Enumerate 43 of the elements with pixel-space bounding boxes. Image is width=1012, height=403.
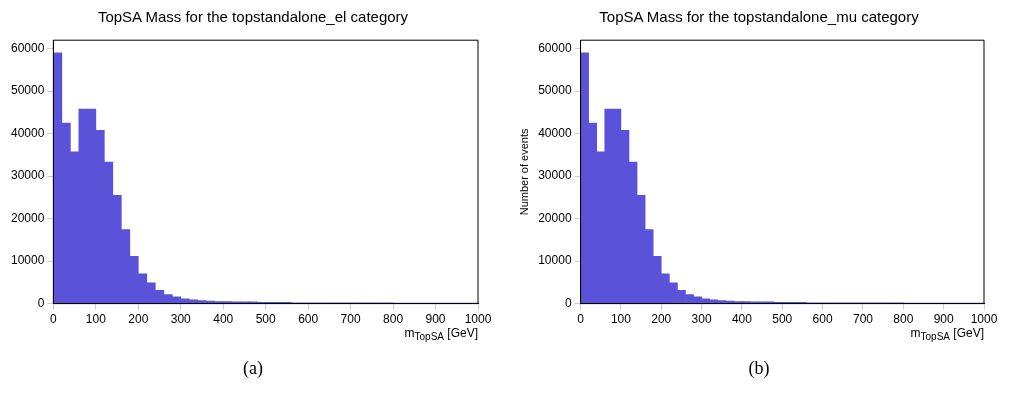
x-tick-label: 900 — [933, 312, 954, 327]
x-tick-label: 800 — [893, 312, 914, 327]
y-tick-label: 60000 — [538, 41, 572, 56]
y-tick-label: 50000 — [538, 83, 572, 98]
chart-title: TopSA Mass for the topstandalone_mu category — [598, 8, 920, 27]
x-tick-label: 800 — [383, 312, 404, 327]
y-axis-title: Number of events — [517, 128, 530, 216]
x-tick-label: 300 — [691, 312, 712, 327]
x-tick-label: 200 — [651, 312, 672, 327]
x-tick-label: 1000 — [464, 312, 492, 327]
x-tick-label: 0 — [577, 312, 585, 327]
x-tick-label: 500 — [772, 312, 793, 327]
x-tick-label: 300 — [170, 312, 192, 327]
y-tick-label: 20000 — [10, 210, 45, 225]
x-tick-label: 600 — [812, 312, 833, 327]
y-tick-label: 10000 — [10, 253, 45, 268]
y-tick-label: 40000 — [10, 125, 45, 140]
x-tick-label: 400 — [213, 312, 234, 327]
x-tick-label: 500 — [255, 312, 277, 327]
y-tick-label: 20000 — [538, 210, 572, 225]
y-tick-label: 0 — [564, 295, 572, 310]
y-tick-label: 10000 — [538, 253, 572, 268]
y-tick-label: 0 — [37, 295, 45, 310]
x-tick-label: 400 — [731, 312, 753, 327]
x-tick-label: 700 — [852, 312, 874, 327]
x-axis-title: m$_{TopSA}$ [GeV] — [910, 326, 984, 343]
x-tick-label: 100 — [610, 312, 632, 327]
y-tick-label: 50000 — [10, 83, 45, 98]
text: (b) — [747, 358, 771, 379]
y-tick-label: 60000 — [10, 41, 45, 56]
x-tick-label: 700 — [340, 312, 361, 327]
x-tick-label: 1000 — [970, 312, 998, 327]
chart-title: TopSA Mass for the topstandalone_el category — [96, 8, 410, 27]
y-tick-label: 40000 — [538, 125, 572, 140]
y-tick-label: 30000 — [10, 168, 45, 183]
text: (a) — [242, 358, 264, 379]
x-axis-title: m$_{TopSA}$ [GeV] — [404, 326, 478, 343]
y-tick-label: 30000 — [538, 168, 572, 183]
x-tick-label: 600 — [298, 312, 319, 327]
x-tick-label: 0 — [50, 312, 58, 327]
x-tick-label: 900 — [425, 312, 446, 327]
x-tick-label: 200 — [128, 312, 149, 327]
x-tick-label: 100 — [85, 312, 107, 327]
